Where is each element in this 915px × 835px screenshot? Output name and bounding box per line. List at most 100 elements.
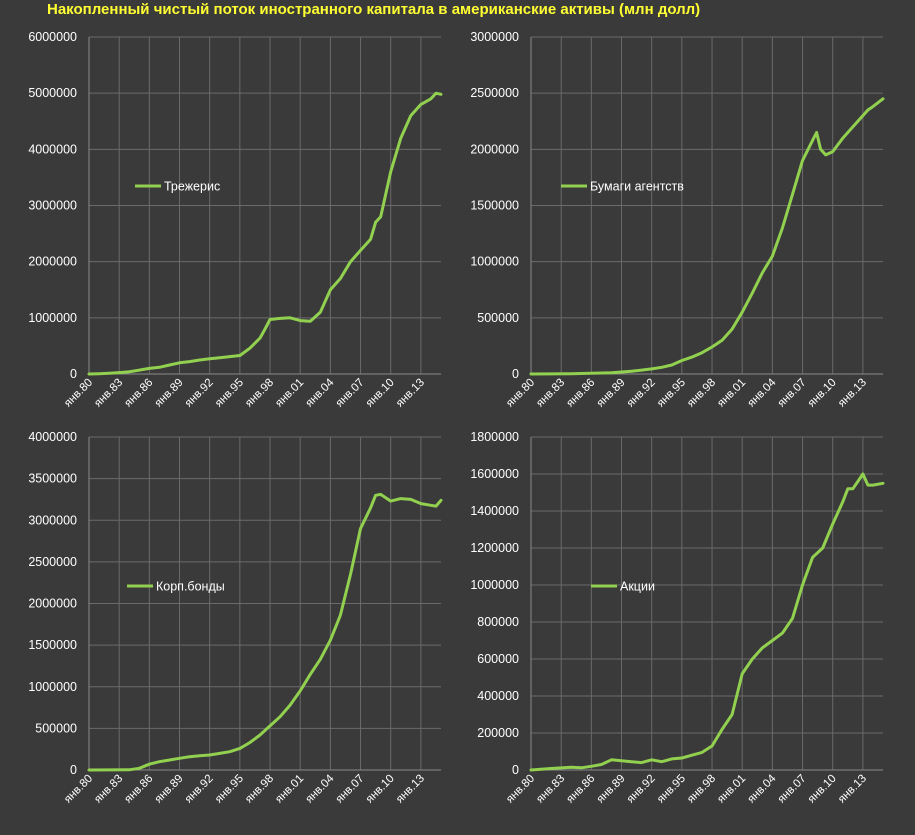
x-tick-label: янв.86	[564, 773, 597, 806]
x-tick-label: янв.80	[504, 377, 537, 410]
x-tick-label: янв.07	[334, 377, 367, 410]
x-tick-label: янв.10	[806, 773, 839, 806]
x-tick-label: янв.83	[92, 773, 125, 806]
series-line	[529, 472, 885, 772]
x-tick-label: янв.01	[273, 377, 306, 410]
y-tick-label: 200000	[477, 726, 519, 740]
y-tick-label: 400000	[477, 689, 519, 703]
x-tick-label: янв.98	[243, 377, 276, 410]
x-tick-label: янв.10	[806, 377, 839, 410]
x-tick-label: янв.04	[303, 376, 336, 409]
x-tick-label: янв.95	[213, 773, 246, 806]
legend-label: Трежерис	[164, 180, 220, 194]
x-tick-label: янв.07	[776, 377, 809, 410]
y-tick-label: 3000000	[28, 513, 77, 527]
x-tick-label: янв.01	[715, 773, 748, 806]
x-tick-label: янв.01	[715, 377, 748, 410]
x-tick-label: янв.13	[836, 773, 869, 806]
x-tick-label: янв.92	[625, 377, 658, 410]
y-tick-label: 2000000	[470, 142, 519, 156]
y-tick-label: 4000000	[28, 430, 77, 444]
series-line	[529, 97, 885, 376]
y-tick-label: 500000	[35, 721, 77, 735]
legend-label: Акции	[620, 580, 655, 594]
legend-label: Бумаги агентств	[590, 180, 684, 194]
x-tick-label: янв.13	[836, 377, 869, 410]
y-tick-label: 0	[512, 763, 519, 777]
y-tick-label: 1500000	[28, 638, 77, 652]
x-tick-label: янв.10	[364, 773, 397, 806]
chart-3: 0 500000 1000000 1500000 2000000 2500000 30000…	[28, 430, 443, 806]
legend: Трежерис	[135, 180, 220, 194]
y-tick-label: 3500000	[28, 472, 77, 486]
y-tick-label: 600000	[477, 652, 519, 666]
series-line	[87, 91, 443, 376]
x-tick-label: янв.95	[213, 377, 246, 410]
y-tick-label: 2500000	[470, 86, 519, 100]
y-tick-label: 2000000	[28, 597, 77, 611]
x-tick-label: янв.86	[122, 773, 155, 806]
x-tick-label: янв.86	[122, 377, 155, 410]
x-tick-label: янв.04	[745, 376, 778, 409]
chart-2: 0 500000 1000000 1500000 2000000 2500000 30000…	[470, 30, 885, 410]
y-tick-label: 0	[70, 367, 77, 381]
x-tick-label: янв.98	[685, 773, 718, 806]
y-tick-label: 1500000	[470, 199, 519, 213]
x-tick-label: янв.86	[564, 377, 597, 410]
x-tick-label: янв.83	[534, 773, 567, 806]
x-tick-label: янв.80	[504, 773, 537, 806]
x-tick-label: янв.89	[595, 377, 628, 410]
x-tick-label: янв.89	[153, 773, 186, 806]
y-tick-label: 1000000	[28, 680, 77, 694]
x-tick-label: янв.92	[625, 773, 658, 806]
legend-label: Корп.бонды	[156, 580, 225, 594]
y-tick-label: 500000	[477, 311, 519, 325]
x-tick-label: янв.04	[303, 772, 336, 805]
x-tick-label: янв.07	[776, 773, 809, 806]
y-tick-label: 3000000	[470, 30, 519, 44]
x-tick-label: янв.01	[273, 773, 306, 806]
x-tick-label: янв.89	[153, 377, 186, 410]
legend: Бумаги агентств	[561, 180, 684, 194]
x-tick-label: янв.95	[655, 773, 688, 806]
x-tick-label: янв.80	[62, 773, 95, 806]
x-tick-label: янв.83	[92, 377, 125, 410]
y-tick-label: 800000	[477, 615, 519, 629]
y-tick-label: 1000000	[470, 578, 519, 592]
y-tick-label: 6000000	[28, 30, 77, 44]
x-tick-label: янв.80	[62, 377, 95, 410]
x-tick-label: янв.07	[334, 773, 367, 806]
y-tick-label: 4000000	[28, 142, 77, 156]
y-tick-label: 0	[512, 367, 519, 381]
x-tick-label: янв.10	[364, 377, 397, 410]
y-tick-label: 2000000	[28, 255, 77, 269]
y-tick-label: 1800000	[470, 430, 519, 444]
chart-4: 0 200000 400000 600000 800000 1000000 1200000 1…	[470, 430, 885, 806]
x-tick-label: янв.92	[183, 773, 216, 806]
y-tick-label: 1400000	[470, 504, 519, 518]
x-tick-label: янв.13	[394, 773, 427, 806]
legend: Акции	[591, 580, 655, 594]
x-tick-label: янв.89	[595, 773, 628, 806]
x-tick-label: янв.04	[745, 772, 778, 805]
x-tick-label: янв.98	[243, 773, 276, 806]
series-line	[87, 492, 443, 772]
y-tick-label: 1600000	[470, 467, 519, 481]
legend: Корп.бонды	[127, 580, 225, 594]
x-tick-label: янв.13	[394, 377, 427, 410]
y-tick-label: 2500000	[28, 555, 77, 569]
y-tick-label: 0	[70, 763, 77, 777]
y-tick-label: 5000000	[28, 86, 77, 100]
chart-1: 0 1000000 2000000 3000000 4000000 5000000 6000…	[28, 30, 443, 410]
x-tick-label: янв.98	[685, 377, 718, 410]
y-tick-label: 3000000	[28, 199, 77, 213]
y-tick-label: 1000000	[470, 255, 519, 269]
y-tick-label: 1000000	[28, 311, 77, 325]
x-tick-label: янв.83	[534, 377, 567, 410]
x-tick-label: янв.95	[655, 377, 688, 410]
x-tick-label: янв.92	[183, 377, 216, 410]
y-tick-label: 1200000	[470, 541, 519, 555]
page-title: Накопленный чистый поток иностранного ка…	[47, 1, 701, 18]
